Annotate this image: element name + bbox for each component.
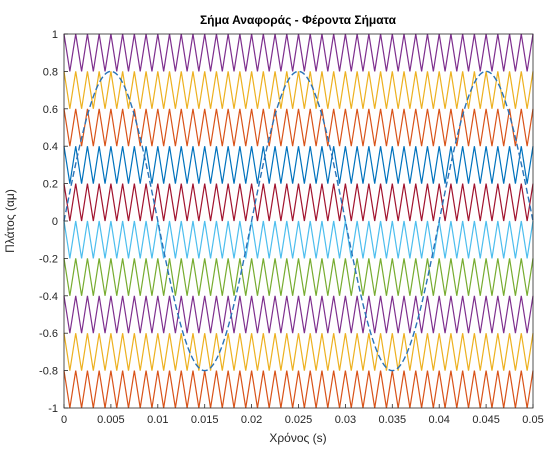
carrier-signal-8: [63, 295, 534, 334]
x-axis-ticks: 0 0.005 0.01 0.015 0.02 0.025 0.03 0.035 0.04 0.0…: [61, 404, 544, 426]
y-axis-label: Πλάτος (αμ): [3, 189, 17, 253]
x-tick-label: 0.005: [97, 414, 125, 426]
carrier-signal-3: [63, 108, 534, 147]
carrier-signal-7: [63, 258, 534, 296]
y-axis-ticks: 1 0.8 0.6 0.4 0.2 0 -0.2 -0.4 -0.6 -0.8 -1: [39, 29, 68, 415]
x-tick-label: 0: [61, 414, 67, 426]
carrier-signal-9: [63, 333, 534, 371]
chart-title: Σήμα Αναφοράς - Φέροντα Σήματα: [200, 13, 397, 27]
carrier-signal-10: [63, 370, 534, 409]
x-tick-label: 0.015: [191, 414, 219, 426]
y-tick-label: 0.8: [43, 66, 58, 78]
x-tick-label: 0.035: [379, 414, 407, 426]
x-tick-label: 0.01: [147, 414, 168, 426]
carrier-signal-5: [63, 183, 534, 222]
y-tick-label: 1: [52, 29, 58, 41]
y-tick-label: -1: [48, 403, 58, 415]
y-tick-label: -0.8: [39, 366, 58, 378]
y-tick-label: 0: [52, 216, 58, 228]
x-tick-label: 0.025: [285, 414, 313, 426]
plot-area: [63, 33, 534, 409]
carrier-signal-2: [63, 71, 534, 109]
reference-signal: [63, 70, 534, 372]
y-tick-label: -0.4: [39, 291, 58, 303]
carrier-signals: [63, 33, 534, 409]
y-tick-label: 0.4: [43, 141, 58, 153]
y-tick-label: -0.2: [39, 253, 58, 265]
y-tick-label: -0.6: [39, 328, 58, 340]
carrier-signal-4: [63, 146, 534, 184]
x-tick-label: 0.05: [522, 414, 543, 426]
x-tick-label: 0.04: [428, 414, 449, 426]
carrier-signal-6: [63, 220, 534, 259]
x-tick-label: 0.03: [335, 414, 356, 426]
x-axis-label: Χρόνος (s): [269, 431, 326, 445]
x-tick-label: 0.045: [472, 414, 500, 426]
y-tick-label: 0.2: [43, 179, 58, 191]
y-tick-label: 0.6: [43, 104, 58, 116]
x-tick-label: 0.02: [241, 414, 262, 426]
